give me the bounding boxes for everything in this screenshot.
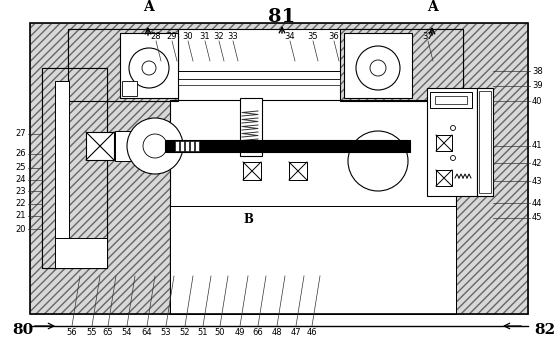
- Text: 25: 25: [16, 163, 26, 173]
- Bar: [165, 140, 410, 152]
- Bar: [436, 135, 452, 151]
- Text: 36: 36: [329, 32, 339, 41]
- Circle shape: [143, 134, 167, 158]
- Bar: [30, 23, 528, 314]
- Circle shape: [370, 60, 386, 76]
- Bar: [180, 141, 184, 151]
- Text: 55: 55: [86, 328, 97, 337]
- Bar: [477, 88, 493, 196]
- Bar: [479, 91, 491, 193]
- Circle shape: [450, 126, 455, 131]
- Bar: [178, 71, 340, 79]
- Text: 46: 46: [307, 328, 318, 337]
- Text: 37: 37: [422, 32, 434, 41]
- Bar: [243, 162, 261, 180]
- Text: 43: 43: [532, 177, 542, 185]
- Text: 29: 29: [167, 32, 177, 41]
- Bar: [42, 68, 107, 268]
- Text: 27: 27: [16, 130, 26, 138]
- Bar: [120, 33, 178, 98]
- Bar: [344, 33, 412, 98]
- Bar: [68, 29, 463, 101]
- Text: 45: 45: [532, 214, 542, 222]
- Text: 33: 33: [228, 32, 238, 41]
- Text: 23: 23: [16, 187, 26, 195]
- Bar: [427, 88, 477, 196]
- Text: 39: 39: [532, 82, 542, 90]
- Bar: [289, 162, 307, 180]
- Bar: [115, 131, 155, 161]
- Circle shape: [142, 61, 156, 75]
- Text: 40: 40: [532, 96, 542, 105]
- Text: 41: 41: [532, 141, 542, 151]
- Text: 65: 65: [103, 328, 113, 337]
- Text: 52: 52: [180, 328, 190, 337]
- Circle shape: [127, 118, 183, 174]
- Bar: [175, 141, 179, 151]
- Text: 21: 21: [16, 211, 26, 220]
- Circle shape: [356, 46, 400, 90]
- Bar: [42, 68, 107, 268]
- Text: 56: 56: [67, 328, 78, 337]
- Bar: [195, 141, 199, 151]
- Bar: [30, 23, 528, 314]
- Bar: [68, 29, 178, 101]
- Circle shape: [129, 48, 169, 88]
- Circle shape: [348, 131, 408, 191]
- Bar: [190, 141, 194, 151]
- Text: 66: 66: [253, 328, 263, 337]
- Text: 31: 31: [200, 32, 210, 41]
- Text: 35: 35: [307, 32, 318, 41]
- Text: 38: 38: [532, 67, 543, 75]
- Text: 81: 81: [268, 8, 296, 26]
- Bar: [55, 238, 107, 268]
- Text: 48: 48: [272, 328, 282, 337]
- Bar: [86, 132, 114, 160]
- Bar: [436, 170, 452, 186]
- Text: B: B: [243, 213, 253, 226]
- Text: 30: 30: [182, 32, 193, 41]
- Text: 22: 22: [16, 199, 26, 209]
- Text: 26: 26: [16, 150, 26, 158]
- Text: 49: 49: [235, 328, 246, 337]
- Bar: [435, 96, 467, 104]
- Text: 64: 64: [142, 328, 152, 337]
- Text: 54: 54: [122, 328, 132, 337]
- Bar: [42, 68, 107, 268]
- Text: 24: 24: [16, 176, 26, 184]
- Bar: [170, 206, 456, 314]
- Bar: [430, 92, 472, 108]
- Text: 47: 47: [291, 328, 301, 337]
- Text: 82: 82: [534, 323, 555, 337]
- Text: 32: 32: [214, 32, 224, 41]
- Text: 53: 53: [161, 328, 171, 337]
- Bar: [340, 29, 463, 101]
- Bar: [170, 206, 456, 314]
- Text: 44: 44: [532, 199, 542, 208]
- Text: 50: 50: [215, 328, 225, 337]
- Bar: [68, 29, 178, 101]
- Bar: [178, 79, 340, 85]
- Text: 80: 80: [12, 323, 33, 337]
- Text: A: A: [143, 0, 153, 14]
- Text: 20: 20: [16, 225, 26, 234]
- Bar: [122, 81, 137, 96]
- Text: 51: 51: [198, 328, 208, 337]
- Text: 28: 28: [151, 32, 161, 41]
- Bar: [240, 98, 262, 156]
- Bar: [340, 29, 463, 101]
- Text: 42: 42: [532, 158, 542, 168]
- Text: A: A: [427, 0, 437, 14]
- Text: 34: 34: [285, 32, 295, 41]
- Bar: [185, 141, 189, 151]
- Bar: [170, 206, 456, 314]
- Circle shape: [450, 156, 455, 161]
- Bar: [170, 100, 456, 208]
- Bar: [55, 81, 69, 256]
